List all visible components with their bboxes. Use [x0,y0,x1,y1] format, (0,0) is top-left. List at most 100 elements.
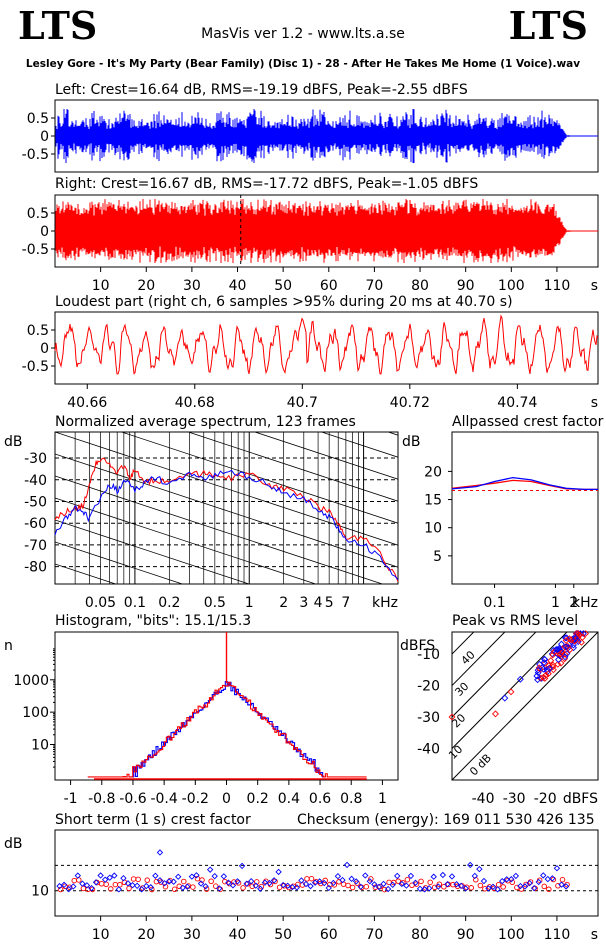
crest-point [181,878,187,885]
crest-point [117,881,123,888]
crest-point [453,881,460,888]
peakrms-point [492,710,499,718]
loudest-ytick-label: -0.5 [22,359,49,375]
crest-point [197,880,205,887]
peakrms-point [507,688,515,696]
peakrms-point [539,665,547,673]
crest-point [203,886,210,892]
crest-point [349,884,356,891]
crest-point [156,877,164,884]
spectrum-xtick-label: 3 [299,595,308,611]
histogram-ytick-label: 10 [31,738,49,754]
crest-point [435,883,442,890]
crest-point [325,884,332,892]
crest-point [330,879,337,887]
peakrms-xtick-label: -20 [534,791,557,807]
crest-point [494,886,501,893]
peakrms-frame [451,631,599,781]
allpass-title: Allpassed crest factor [452,414,604,430]
crest-point [343,861,351,869]
loudest-xtick-label: 40.7 [287,395,318,411]
peakrms-diag-label: 40 [459,648,478,667]
histogram-xtick-label: 0.8 [340,791,362,807]
crest-point [558,881,565,888]
crest-xtick-label: 20 [137,927,155,943]
histogram-xtick-label: 0.6 [309,791,331,807]
time-unit-label: s [591,278,598,294]
crest-point [489,883,497,890]
crest-point [562,883,570,890]
crest-point [302,880,310,888]
allpass-series-line [451,476,598,491]
spectrum-xtick-label: 0.2 [158,595,180,611]
loudest-part-title: Loudest part (right ch, 6 samples >95% d… [55,294,513,310]
crest-point [416,885,424,892]
crest-point [184,883,191,890]
crest-point [275,868,282,876]
crest-point [307,882,314,890]
crest-point [439,871,447,879]
crest-point [211,872,218,880]
peakrms-point [564,644,572,652]
crest-point [395,878,401,884]
crest-point [500,884,506,890]
loudest-waveform [54,314,599,375]
crest-point [441,884,447,890]
crest-point [363,883,370,890]
crest-point [436,881,443,887]
crest-point [170,878,177,885]
spectrum-xtick-label: 7 [341,595,350,611]
peakrms-point [540,655,548,663]
left-ytick-label: -0.5 [22,147,49,163]
histogram-series-line [87,681,367,778]
histogram-xtick-label: 0.2 [247,791,269,807]
crest-point [135,876,141,883]
crest-point [425,885,433,892]
peakrms-point [576,631,583,639]
spectrum-xtick-label: 1 [245,595,254,611]
histogram-xtick-label: -0.6 [119,791,146,807]
crest-point [334,873,342,880]
peakrms-point [546,665,554,672]
right-channel-title: Right: Crest=16.67 dB, RMS=-17.72 dBFS, … [55,176,479,192]
peakrms-point [553,646,561,654]
spectrum-slope-line [55,278,398,391]
crest-point [252,882,259,889]
crest-xtick-label: 50 [274,927,292,943]
crest-point [149,886,155,893]
crest-point [76,877,82,883]
crest-point [404,876,411,883]
crest-point [220,873,228,880]
app-title: MasVis ver 1.2 - www.lts.a.se [201,26,405,42]
crest-point [339,876,346,884]
crest-point [512,872,520,880]
peakrms-point [573,630,580,638]
histogram-ylabel: n [4,638,13,654]
crest-point [308,875,315,882]
histogram-xtick-label: -0.8 [88,791,115,807]
crest-point [234,878,241,885]
crest-xtick-label: 110 [544,927,571,943]
time-tick-label: 110 [544,278,571,294]
spectrum-xtick-label: 5 [325,595,334,611]
loudest-xtick-label: 40.66 [67,395,107,411]
peakrms-ytick-label: -30 [417,710,440,726]
spectrum-xtick-label: 0.05 [85,595,116,611]
crest-xtick-label: 70 [365,927,383,943]
crest-point [179,884,186,891]
allpass-ytick-label: 20 [424,464,442,480]
crest-point [482,886,488,892]
crest-point [530,884,538,892]
crest-ytick-label: 10 [31,884,49,900]
peakrms-ytick-label: -20 [417,679,440,695]
crest-point [202,883,209,890]
allpass-ytick-label: 10 [424,521,442,537]
crest-point [316,878,323,885]
crest-point [188,873,196,880]
crest-point [375,883,383,891]
crest-point [279,881,287,889]
crest-point [124,880,132,887]
crest-point [238,862,246,870]
file-name: Lesley Gore - It's My Party (Bear Family… [25,58,581,70]
peakrms-diagonal [452,632,537,718]
